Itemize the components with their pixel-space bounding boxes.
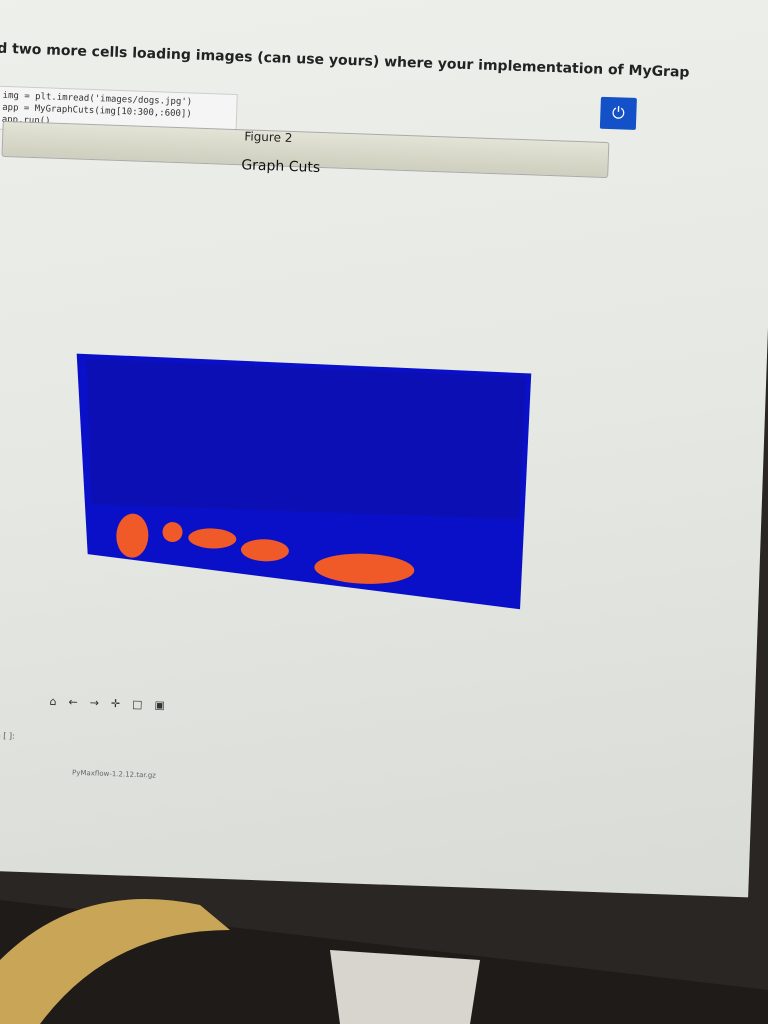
dog-blob [188,528,237,549]
image-shadow [86,358,527,520]
segmentation-image [76,353,532,610]
banana [0,899,230,1024]
desk-paper [330,950,480,1024]
dog-blob [116,513,149,558]
monitor-screen: d two more cells loading images (can use… [0,0,768,898]
dog-blob [314,553,415,584]
dog-blob [240,539,289,562]
dog-blob [162,522,183,543]
